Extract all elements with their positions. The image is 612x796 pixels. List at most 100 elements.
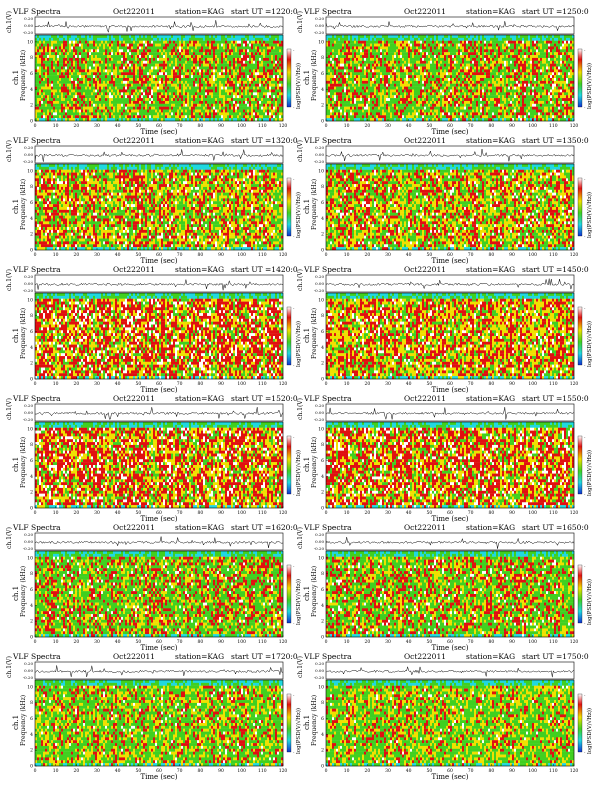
panel-date: Oct222011 [113, 394, 155, 403]
freq-tick-label: 10 [27, 39, 33, 45]
time-tick-label: 40 [115, 768, 121, 774]
panel-start-time: start UT =1750:0 [522, 652, 589, 661]
time-tick-label: 120 [570, 381, 579, 387]
time-tick-label: 0 [34, 252, 37, 258]
freq-tick-label: 4 [321, 603, 324, 609]
time-tick-label: 100 [528, 252, 537, 258]
freq-tick-label: 2 [321, 361, 324, 367]
x-axis-label: Time (sec) [431, 386, 468, 394]
freq-tick-label: 2 [321, 490, 324, 496]
time-tick-label: 70 [468, 639, 474, 645]
time-tick-label: 100 [528, 768, 537, 774]
colorbar-tick-top: - [293, 177, 295, 182]
spec-ylabel-ch: ch.1 [303, 70, 311, 85]
time-tick-label: 40 [115, 510, 121, 516]
time-tick-label: 120 [570, 639, 579, 645]
time-tick-label: 120 [279, 510, 288, 516]
panel-date: Oct222011 [404, 652, 446, 661]
freq-tick-label: 4 [30, 474, 33, 480]
colorbar [578, 436, 582, 494]
trace-tick-label: 0.00 [24, 410, 33, 415]
trace-tick-label: 0.20 [315, 403, 324, 408]
trace-ylabel: ch.1(V) [297, 656, 304, 678]
time-tick-label: 90 [509, 381, 515, 387]
spectrogram-heatmap [35, 164, 283, 250]
panel-station: station=KAG [466, 265, 515, 274]
panel-date: Oct222011 [113, 7, 155, 16]
colorbar-tick-bottom: - [293, 105, 295, 110]
panel-station: station=KAG [466, 652, 515, 661]
spec-ylabel: Frequency (kHz) [20, 566, 27, 617]
colorbar-label: log(PSD(V/√Hz)) [295, 63, 302, 109]
trace-tick-label: 0.00 [24, 281, 33, 286]
time-tick-label: 40 [115, 381, 121, 387]
spec-ylabel: Frequency (kHz) [311, 179, 318, 230]
panel-station: station=KAG [466, 7, 515, 16]
x-axis-label: Time (sec) [431, 257, 468, 265]
freq-tick-label: 4 [321, 732, 324, 738]
time-tick-label: 70 [177, 123, 183, 129]
time-tick-label: 100 [528, 381, 537, 387]
spec-ylabel: Frequency (kHz) [20, 695, 27, 746]
time-tick-label: 30 [385, 768, 391, 774]
spec-ylabel-ch: ch.1 [12, 715, 20, 730]
colorbar [578, 565, 582, 623]
time-tick-label: 0 [325, 768, 328, 774]
time-tick-label: 0 [34, 381, 37, 387]
time-tick-label: 40 [115, 123, 121, 129]
colorbar-label: log(PSD(V/√Hz)) [586, 708, 593, 754]
time-tick-label: 90 [509, 252, 515, 258]
panel-start-time: start UT =1720:0 [231, 652, 298, 661]
trace-ylabel: ch.1(V) [297, 269, 304, 291]
time-tick-label: 120 [279, 639, 288, 645]
time-tick-label: 90 [218, 639, 224, 645]
time-tick-label: 100 [528, 639, 537, 645]
freq-tick-label: 2 [30, 361, 33, 367]
time-tick-label: 90 [218, 123, 224, 129]
time-tick-label: 20 [73, 123, 79, 129]
time-tick-label: 10 [53, 639, 59, 645]
trace-tick-label: 0.00 [315, 23, 324, 28]
trace-tick-label: 0.00 [315, 539, 324, 544]
x-axis-label: Time (sec) [140, 515, 177, 523]
colorbar-tick-bottom: - [584, 492, 586, 497]
time-tick-label: 30 [385, 510, 391, 516]
time-tick-label: 80 [197, 381, 203, 387]
panel-title: VLF Spectra [12, 523, 61, 532]
trace-tick-label: 0.00 [24, 23, 33, 28]
colorbar [578, 307, 582, 365]
freq-tick-label: 10 [318, 426, 324, 432]
trace-tick-label: 0.00 [24, 539, 33, 544]
time-tick-label: 10 [53, 252, 59, 258]
spectrogram-heatmap [35, 422, 283, 508]
colorbar [578, 49, 582, 107]
colorbar-tick-bottom: - [293, 621, 295, 626]
time-tick-label: 40 [406, 381, 412, 387]
time-tick-label: 40 [406, 252, 412, 258]
trace-tick-label: -0.20 [314, 675, 325, 680]
colorbar-tick-bottom: - [293, 492, 295, 497]
time-tick-label: 10 [344, 381, 350, 387]
freq-tick-label: 10 [27, 684, 33, 690]
panel-start-time: start UT =1620:0 [231, 523, 298, 532]
time-tick-label: 90 [509, 123, 515, 129]
freq-tick-label: 2 [321, 232, 324, 238]
time-tick-label: 20 [73, 252, 79, 258]
trace-ylabel: ch.1(V) [297, 527, 304, 549]
freq-tick-label: 10 [318, 555, 324, 561]
freq-tick-label: 8 [30, 313, 33, 319]
freq-tick-label: 8 [321, 571, 324, 577]
trace-ylabel: ch.1(V) [6, 527, 13, 549]
time-tick-label: 10 [53, 381, 59, 387]
time-tick-label: 120 [279, 768, 288, 774]
freq-tick-label: 8 [321, 700, 324, 706]
trace-ylabel: ch.1(V) [297, 398, 304, 420]
freq-tick-label: 4 [30, 732, 33, 738]
time-tick-label: 30 [385, 252, 391, 258]
freq-tick-label: 8 [321, 184, 324, 190]
trace-tick-label: 0.00 [315, 152, 324, 157]
trace-frame [35, 275, 283, 292]
